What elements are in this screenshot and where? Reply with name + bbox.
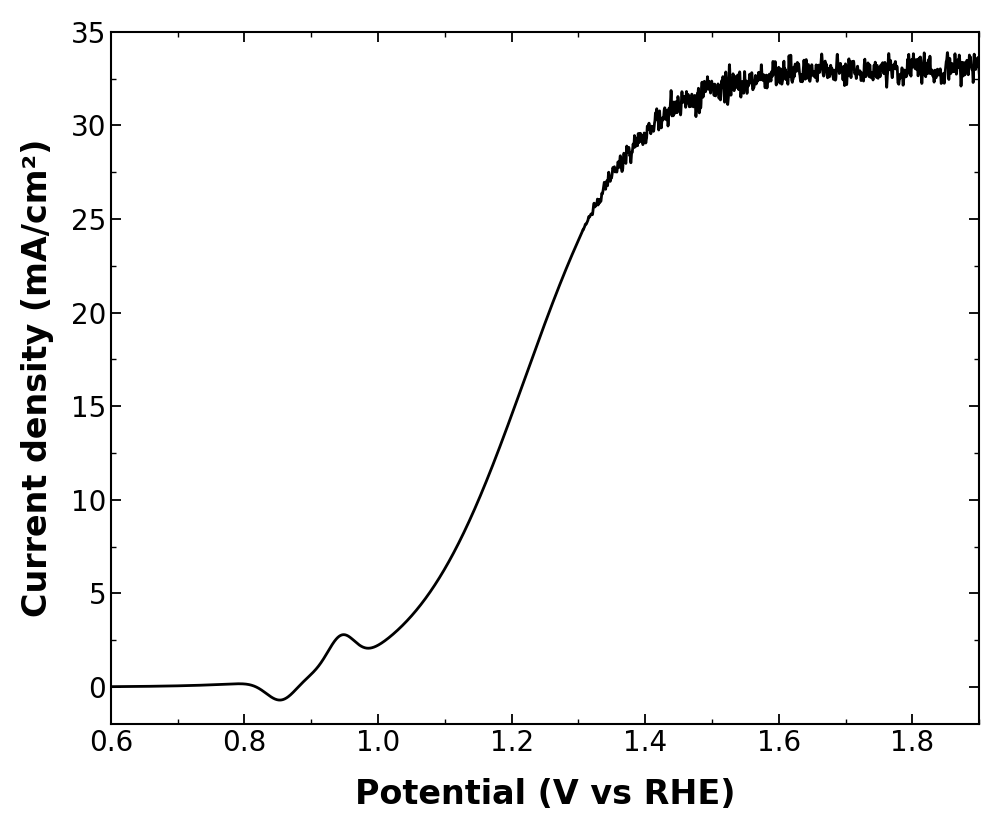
Y-axis label: Current density (mA/cm²): Current density (mA/cm²) [21, 139, 54, 617]
X-axis label: Potential (V vs RHE): Potential (V vs RHE) [355, 778, 735, 811]
